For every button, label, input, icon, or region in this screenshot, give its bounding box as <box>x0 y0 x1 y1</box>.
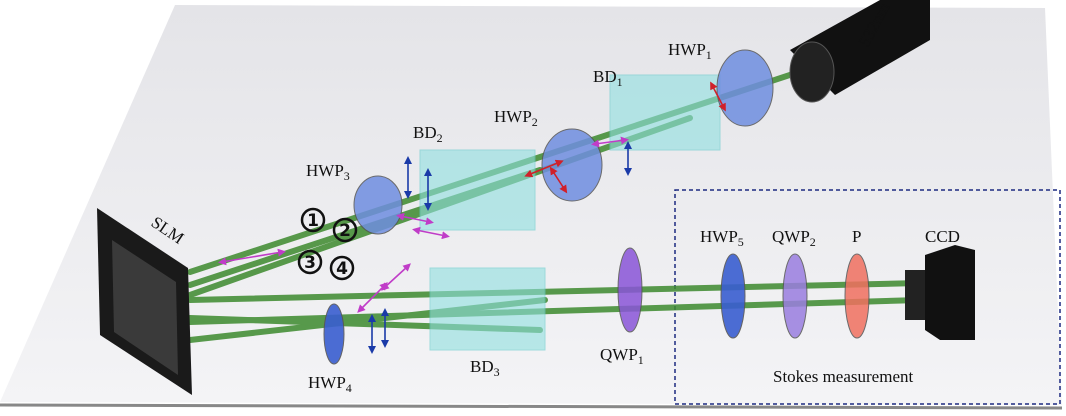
beam-displacer <box>610 75 720 150</box>
label-main: QWP <box>600 345 638 364</box>
component-label: P <box>852 227 861 246</box>
table-edge <box>0 405 1062 408</box>
component-label: QWP2 <box>772 227 816 249</box>
component-label: HWP4 <box>308 373 352 395</box>
label-main: BD <box>593 67 617 86</box>
component-label: QWP1 <box>600 345 644 367</box>
component-label: CCD <box>925 227 960 246</box>
label-subscript: 5 <box>738 235 744 249</box>
label-subscript: 3 <box>344 169 350 183</box>
label-subscript: 3 <box>494 365 500 379</box>
beam-displacer <box>430 268 545 350</box>
half-wave-plate <box>354 176 402 234</box>
page: {"nodes": [ {"label": "532nm"}, {"label"… <box>0 0 1066 416</box>
ccd-body <box>925 245 975 340</box>
label-subscript: 2 <box>437 131 443 145</box>
label-subscript: 2 <box>532 115 538 129</box>
label-subscript: 1 <box>706 48 712 62</box>
label-main: QWP <box>772 227 810 246</box>
beam-index: 4 <box>336 259 348 279</box>
label-subscript: 1 <box>617 75 623 89</box>
quarter-wave-plate <box>783 254 807 338</box>
half-wave-plate <box>324 304 344 364</box>
component-label: HWP1 <box>668 40 712 62</box>
beam-displacer <box>420 150 535 230</box>
polarizer <box>845 254 869 338</box>
half-wave-plate <box>721 254 745 338</box>
label-subscript: 4 <box>346 381 352 395</box>
component-label: HWP5 <box>700 227 744 249</box>
component-label: Stokes measurement <box>773 367 913 386</box>
label-subscript: 2 <box>810 235 816 249</box>
component-label: HWP3 <box>306 161 350 183</box>
label-main: HWP <box>700 227 738 246</box>
label-main: HWP <box>494 107 532 126</box>
beam-index: 1 <box>307 211 319 231</box>
quarter-wave-plate <box>618 248 642 332</box>
label-main: BD <box>470 357 494 376</box>
label-main: HWP <box>306 161 344 180</box>
laser-aperture <box>790 42 834 102</box>
label-main: HWP <box>668 40 706 59</box>
label-subscript: 1 <box>638 353 644 367</box>
component-label: HWP2 <box>494 107 538 129</box>
beam-index: 2 <box>339 221 351 241</box>
half-wave-plate <box>717 50 773 126</box>
setup-diagram: 532nmHWP1BD1HWP2BD2HWP3SLM1234HWP4BD3QWP… <box>0 0 1066 416</box>
beam-index: 3 <box>304 253 316 273</box>
label-main: HWP <box>308 373 346 392</box>
label-main: BD <box>413 123 437 142</box>
